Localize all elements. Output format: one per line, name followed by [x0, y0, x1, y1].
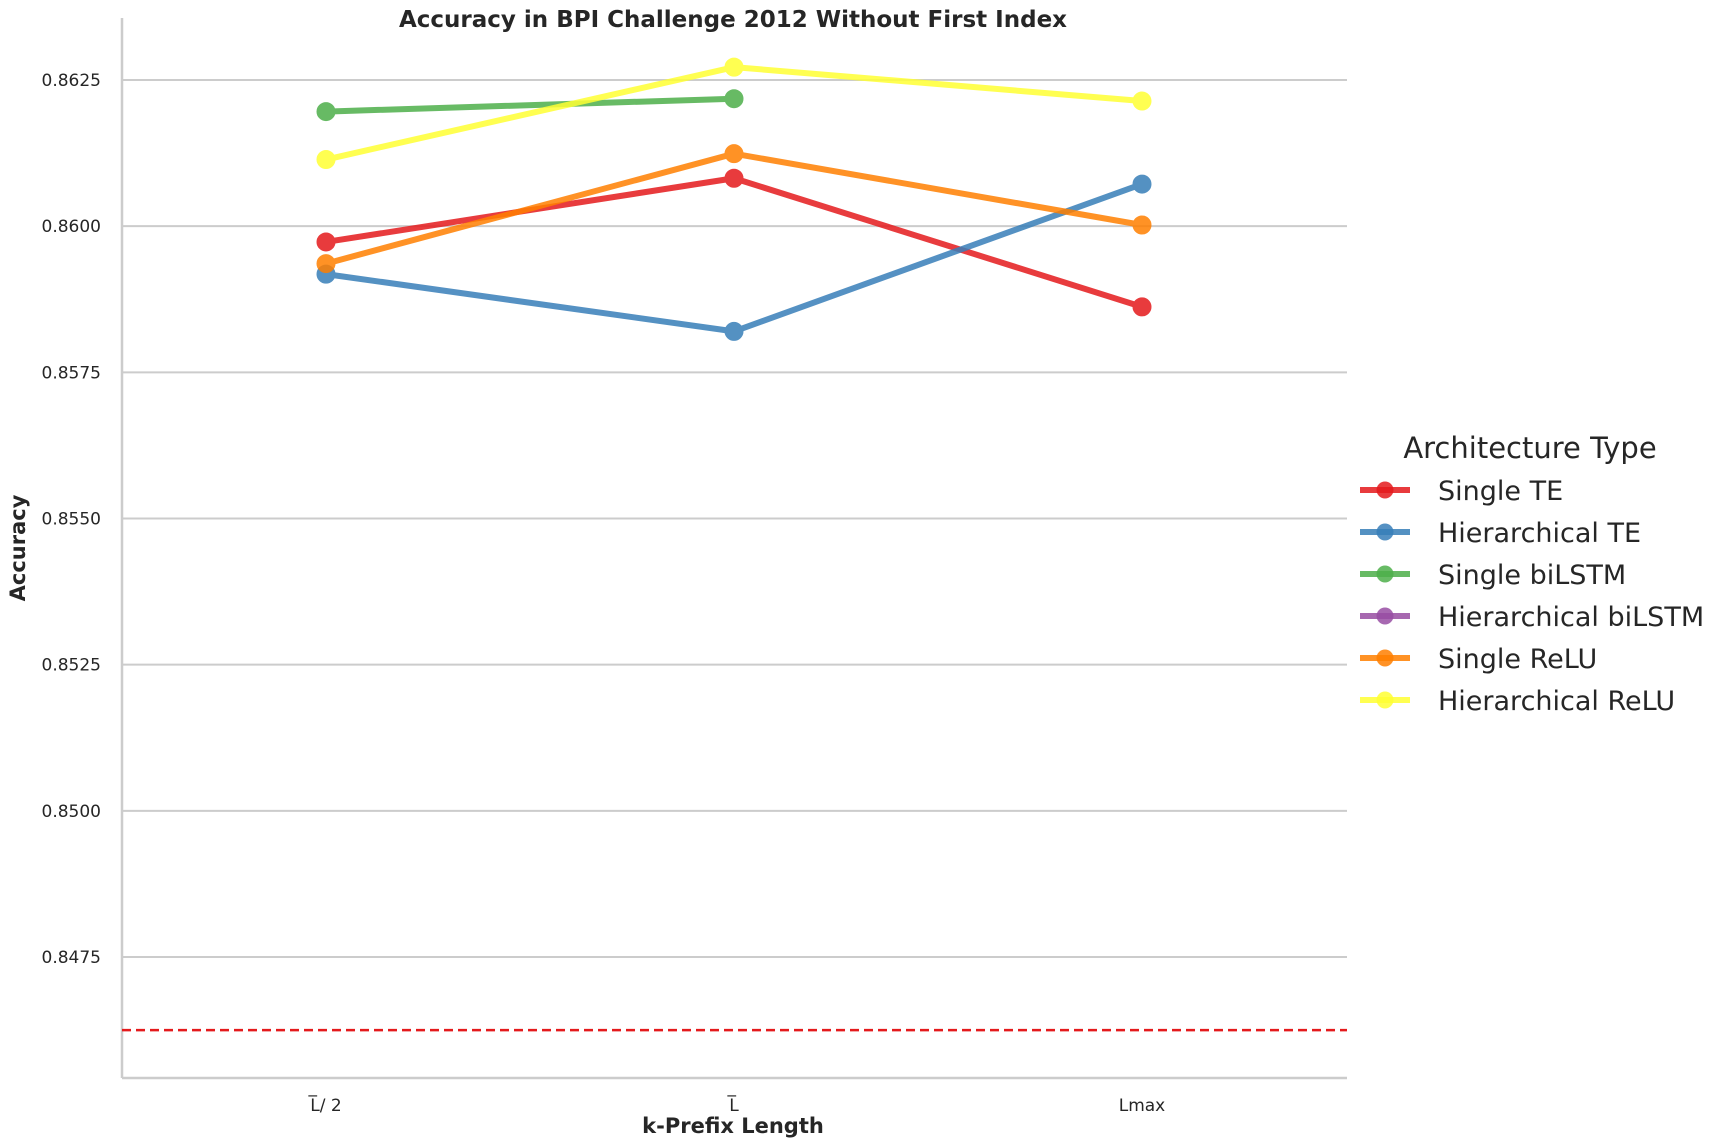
legend-label: Single biLSTM [1438, 560, 1626, 591]
data-point [1132, 174, 1152, 194]
legend-entry: Hierarchical TE [1360, 518, 1641, 549]
series-line [323, 95, 737, 115]
x-tick-label: Lmax [1119, 1096, 1166, 1116]
legend-marker [1376, 649, 1394, 667]
legend-label: Single ReLU [1438, 644, 1597, 675]
legend: Architecture Type Single TE Hierarchical … [1360, 431, 1704, 717]
y-tick-label: 0.8525 [42, 656, 101, 676]
legend-title: Architecture Type [1403, 431, 1656, 465]
x-axis-label: k-Prefix Length [642, 1114, 824, 1138]
y-tick-label: 0.8500 [42, 802, 101, 822]
legend-label: Hierarchical ReLU [1438, 686, 1675, 717]
data-point [724, 89, 744, 109]
data-point [1132, 215, 1152, 235]
legend-label: Single TE [1438, 476, 1563, 507]
y-tick-label: 0.8625 [42, 71, 101, 91]
legend-marker [1376, 523, 1394, 541]
series-single-te [316, 168, 1152, 317]
x-tick-labels: L̅/ 2 L̅ Lmax [308, 1094, 1165, 1116]
data-point [316, 254, 336, 274]
data-point [724, 57, 744, 77]
legend-label: Hierarchical biLSTM [1438, 602, 1704, 633]
series-hierarchical-relu [316, 57, 1152, 170]
series-hierarchical-te [316, 174, 1152, 341]
legend-marker [1376, 691, 1394, 709]
y-axis-label: Accuracy [6, 494, 30, 601]
legend-marker [1376, 607, 1394, 625]
x-tick-label: L̅/ 2 [308, 1094, 342, 1116]
data-point [724, 321, 744, 341]
legend-marker [1376, 565, 1394, 583]
x-tick-label: L̅ [727, 1094, 739, 1116]
data-point [724, 144, 744, 164]
data-point [1132, 91, 1152, 111]
y-tick-label: 0.8575 [42, 363, 101, 383]
series-lines [316, 57, 1152, 341]
data-point [316, 232, 336, 252]
chart-title: Accuracy in BPI Challenge 2012 Without F… [399, 7, 1067, 33]
data-point [316, 102, 336, 122]
grid-lines [122, 79, 1347, 958]
y-tick-label: 0.8600 [42, 217, 101, 237]
legend-entry: Single biLSTM [1360, 560, 1626, 591]
series-line [323, 175, 1145, 310]
legend-marker [1376, 481, 1394, 499]
legend-entry: Single TE [1360, 476, 1563, 507]
legend-entry: Hierarchical biLSTM [1360, 602, 1704, 633]
data-point [1132, 297, 1152, 317]
data-point [316, 150, 336, 170]
axes [120, 18, 1347, 1080]
series-single-bilstm [316, 89, 744, 122]
y-tick-label: 0.8475 [42, 948, 101, 968]
series-single-relu [316, 144, 1152, 274]
y-tick-label: 0.8550 [42, 510, 101, 530]
y-tick-labels: 0.8475 0.8500 0.8525 0.8550 0.8575 0.8600 0.86… [42, 71, 101, 968]
data-point [724, 168, 744, 188]
legend-entry: Single ReLU [1360, 644, 1597, 675]
legend-label: Hierarchical TE [1438, 518, 1641, 549]
legend-entry: Hierarchical ReLU [1360, 686, 1675, 717]
